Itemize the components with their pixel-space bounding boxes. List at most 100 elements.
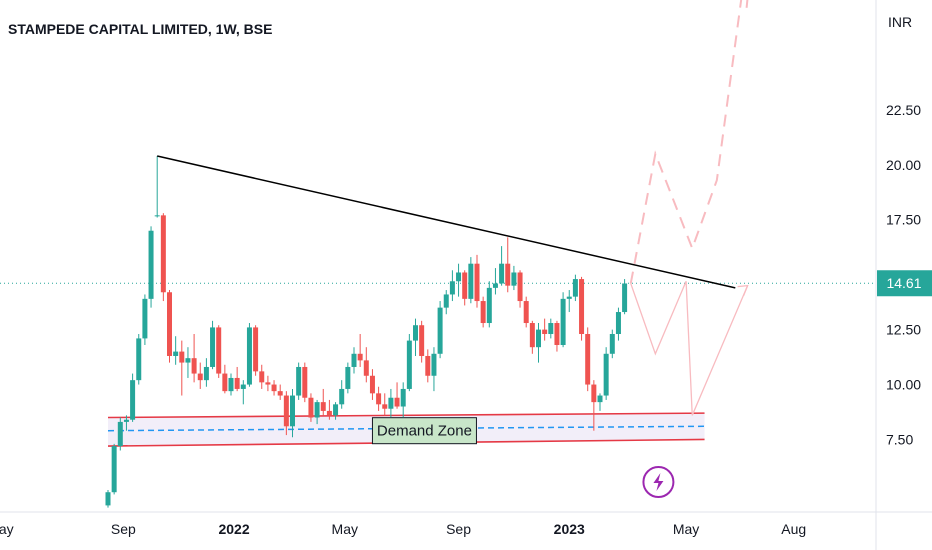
- candle: [148, 226, 154, 308]
- candle-body: [216, 327, 222, 374]
- candle-body: [167, 292, 172, 356]
- candle-body: [511, 272, 517, 286]
- candle: [246, 323, 252, 387]
- candle-body: [191, 358, 197, 374]
- last-price-label-bg: [877, 270, 932, 297]
- candle-body: [382, 404, 388, 409]
- candle-body: [431, 353, 437, 376]
- candle-body: [210, 327, 216, 367]
- candle-body: [130, 380, 136, 420]
- candle: [437, 301, 443, 359]
- demand-zone-label-box: [371, 417, 477, 445]
- candle: [290, 388, 295, 438]
- candle: [542, 318, 548, 341]
- candle: [579, 276, 585, 341]
- candle-body: [290, 395, 295, 427]
- candle: [548, 318, 554, 339]
- candle: [394, 382, 400, 409]
- candle: [191, 334, 197, 383]
- x-tick-label: Sep: [446, 521, 471, 537]
- candle-body: [449, 281, 455, 295]
- candle-body: [376, 393, 382, 405]
- projection-dashed-path: [629, 0, 743, 284]
- candle-body: [283, 395, 289, 427]
- candle-body: [240, 384, 246, 389]
- candle-body: [136, 338, 142, 381]
- candle-body: [123, 419, 129, 422]
- candle: [142, 294, 148, 345]
- candle-body: [388, 397, 394, 409]
- candle: [308, 393, 314, 422]
- candle-body: [111, 446, 117, 493]
- x-tick-label: 2023: [554, 521, 585, 537]
- x-tick-label: 2022: [218, 521, 249, 537]
- last-price-line: 14.61: [0, 270, 932, 297]
- candle-body: [271, 384, 277, 392]
- candle: [511, 265, 517, 291]
- candle-body: [345, 366, 351, 389]
- drawings: [157, 0, 749, 498]
- candle-body: [425, 355, 431, 376]
- y-tick-label: 10.00: [886, 377, 921, 393]
- candle: [486, 281, 492, 328]
- candle: [413, 318, 418, 356]
- candle-body: [603, 353, 609, 396]
- candle-body: [185, 358, 191, 363]
- projection-solid-arrowhead: [737, 284, 749, 296]
- candle: [339, 380, 345, 409]
- candle: [216, 325, 222, 378]
- candle: [615, 307, 621, 341]
- candle-body: [572, 279, 578, 297]
- candle-body: [394, 397, 400, 407]
- candle: [167, 290, 172, 363]
- candle-body: [517, 272, 523, 302]
- candle: [609, 329, 615, 359]
- x-tick-label: Aug: [781, 521, 806, 537]
- candle-body: [173, 351, 179, 356]
- demand-zone-upper-line: [107, 412, 705, 419]
- y-tick-label: 20.00: [886, 157, 921, 173]
- candle: [228, 373, 234, 396]
- lightning-icon[interactable]: [653, 473, 664, 491]
- candle: [265, 375, 271, 392]
- candle-body: [148, 230, 154, 299]
- candle: [326, 399, 332, 420]
- x-tick-label: May: [332, 521, 358, 537]
- projection-dashed-arrowhead: [745, 0, 749, 8]
- candle-body: [548, 323, 554, 335]
- candle-body: [308, 397, 314, 418]
- candle-body: [302, 366, 308, 398]
- candle: [283, 391, 289, 436]
- candle: [419, 320, 425, 363]
- candle-body: [523, 301, 529, 324]
- candle-body: [234, 377, 240, 389]
- candle-body: [253, 327, 259, 372]
- candle: [173, 336, 179, 365]
- candle-body: [351, 353, 357, 367]
- y-tick-label: 7.50: [886, 431, 913, 447]
- candle: [210, 320, 216, 370]
- candle: [468, 257, 474, 304]
- candle-body: [597, 395, 603, 403]
- candle-body: [203, 366, 209, 381]
- candle: [425, 349, 431, 383]
- time-axis: May Sep 2022 May Sep 2023 May Aug: [0, 511, 932, 537]
- last-price-label: 14.61: [886, 275, 921, 291]
- candle: [105, 490, 111, 508]
- candle-body: [591, 384, 597, 403]
- candle: [505, 237, 511, 293]
- candle: [314, 399, 320, 425]
- candle-body: [492, 283, 498, 288]
- candle: [197, 362, 203, 389]
- candle-body: [505, 263, 511, 286]
- candle: [222, 364, 228, 394]
- candle-body: [259, 371, 265, 383]
- y-tick-label: 17.50: [886, 212, 921, 228]
- candle-body: [246, 327, 252, 385]
- candle: [123, 415, 129, 431]
- candle: [622, 279, 628, 315]
- y-tick-label: 12.50: [886, 322, 921, 338]
- demand-zone-label: Demand Zone: [377, 423, 472, 440]
